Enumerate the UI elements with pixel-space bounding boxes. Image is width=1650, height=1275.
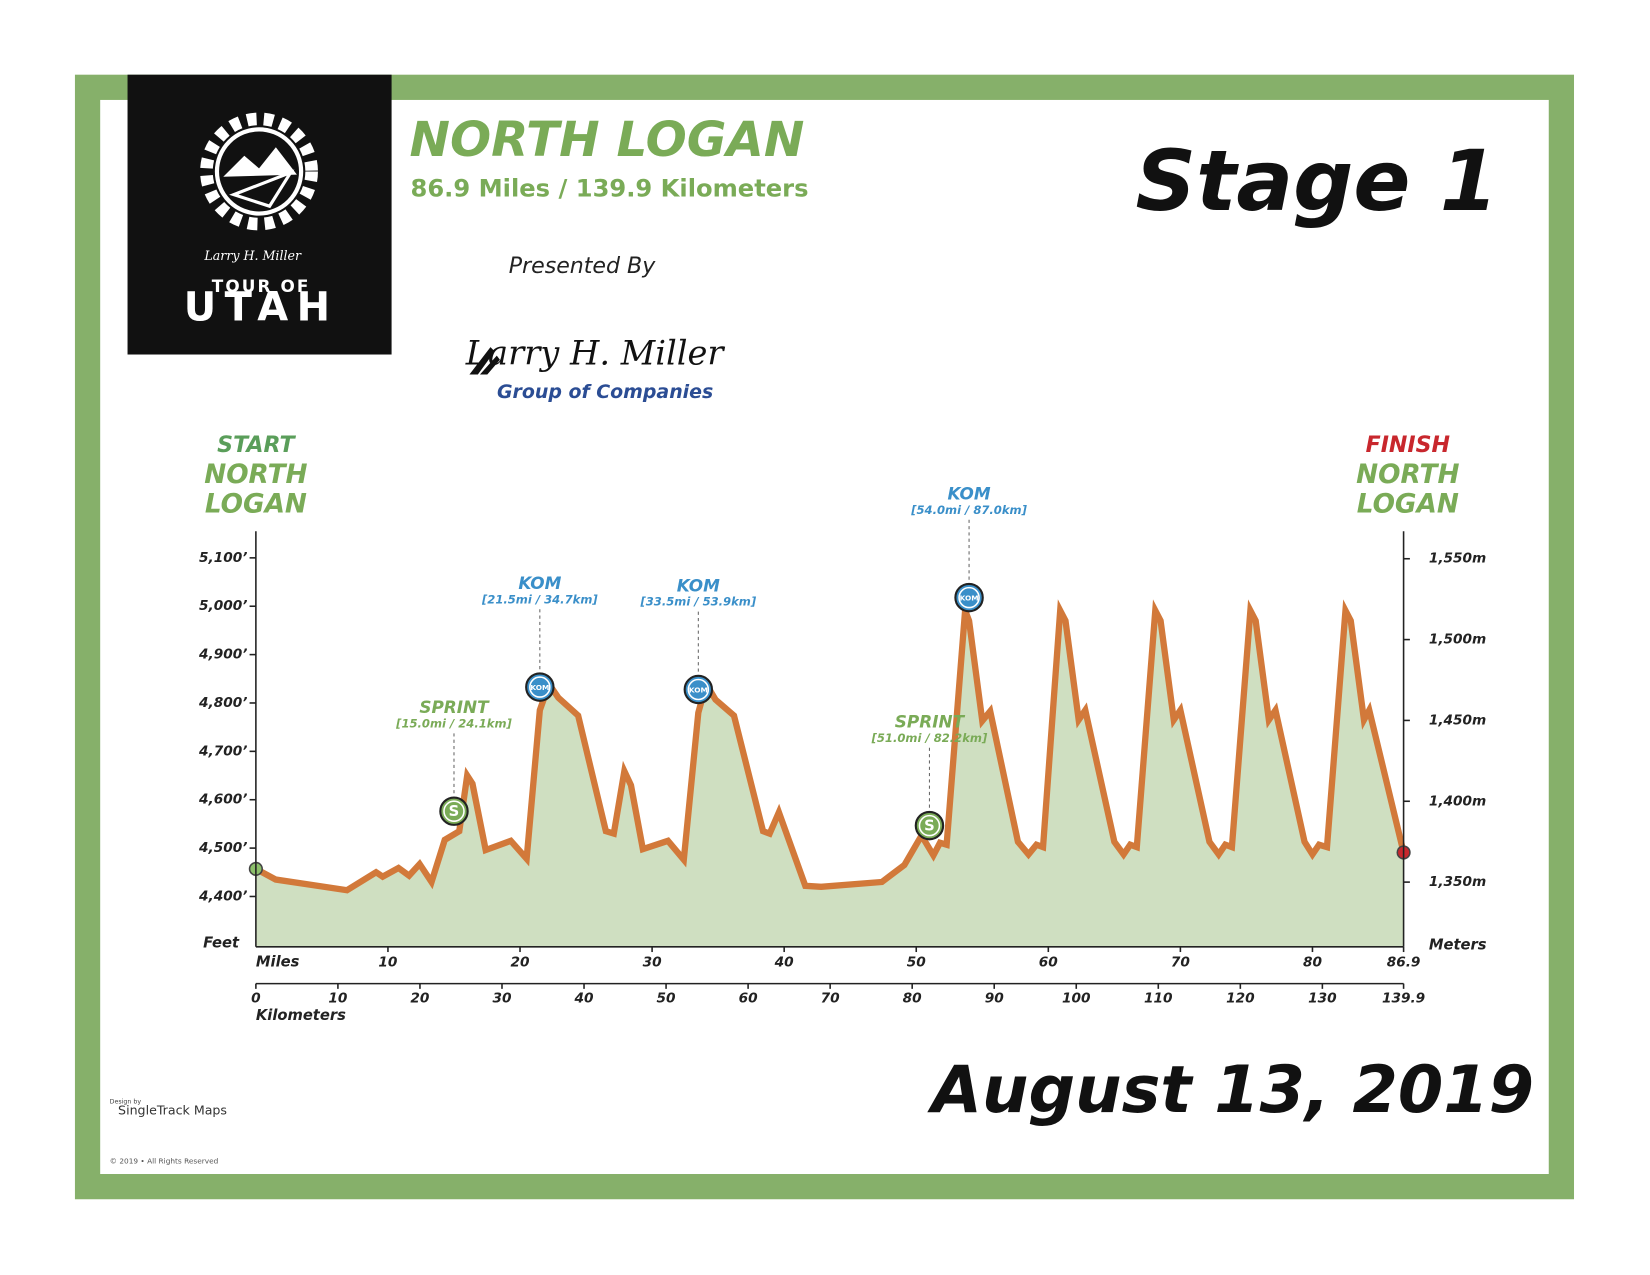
finish-town: LOGAN bbox=[1357, 489, 1459, 519]
elevation-line bbox=[254, 599, 1407, 894]
elevation-area bbox=[255, 610, 1404, 947]
title: NORTH LOGAN bbox=[409, 112, 804, 168]
x2-tick-label: 10 bbox=[328, 990, 348, 1006]
copyright: © 2019 • All Rights Reserved bbox=[110, 1156, 219, 1165]
start-town: NORTH bbox=[204, 460, 307, 490]
y-tick-label: 5,000’ bbox=[199, 598, 247, 614]
logo-gear bbox=[200, 112, 318, 231]
x2-tick-label: 100 bbox=[1062, 990, 1091, 1006]
logo-signature: Larry H. Miller bbox=[203, 248, 302, 263]
annotation-marker-ring bbox=[958, 586, 980, 609]
y-tick-label: 4,700’ bbox=[198, 743, 247, 759]
credit-small: Design by bbox=[110, 1098, 142, 1105]
x2-tick-label: 139.9 bbox=[1382, 990, 1425, 1006]
x2-axis-label: Kilometers bbox=[256, 1007, 346, 1024]
annotation-label: KOM bbox=[518, 573, 561, 593]
x2-tick-label: 80 bbox=[903, 990, 923, 1006]
annotation-icon: KOM bbox=[960, 594, 979, 603]
annotation-marker-ring bbox=[529, 676, 551, 698]
x2-tick-label: 20 bbox=[410, 990, 430, 1006]
x-tick-label: 86.9 bbox=[1387, 955, 1421, 971]
logo-line2: UTAH bbox=[184, 284, 339, 330]
y2-axis-label: Meters bbox=[1429, 937, 1487, 954]
subtitle: 86.9 Miles / 139.9 Kilometers bbox=[411, 174, 809, 202]
x2-tick-label: 130 bbox=[1308, 990, 1337, 1006]
annotation-icon: KOM bbox=[530, 683, 549, 692]
chart: 4,400’ 4,500’ 4,600’ 4,700’ 4,800’ 4,900’ 5,00… bbox=[198, 484, 1487, 1025]
x-tick-label: 80 bbox=[1303, 955, 1323, 971]
annotation-icon: S bbox=[449, 803, 460, 820]
x-tick-label: 30 bbox=[643, 955, 663, 971]
annotation-marker-ring bbox=[918, 814, 941, 837]
y-tick-label: 4,500’ bbox=[198, 840, 247, 856]
y2-tick-label: 1,450m bbox=[1429, 712, 1486, 728]
date: August 13, 2019 bbox=[927, 1052, 1534, 1128]
y2-tick-label: 1,400m bbox=[1429, 793, 1486, 809]
x2-tick-label: 120 bbox=[1226, 990, 1255, 1006]
x-tick-label: 70 bbox=[1171, 955, 1191, 971]
start-label: START bbox=[217, 432, 296, 458]
sponsor-mark bbox=[469, 347, 500, 375]
annotation-detail: [54.0mi / 87.0km] bbox=[910, 503, 1027, 517]
start-town: LOGAN bbox=[205, 489, 307, 519]
x-tick-label: 50 bbox=[907, 955, 927, 971]
sponsor-name: Group of Companies bbox=[497, 381, 713, 403]
x2-tick-label: 70 bbox=[821, 990, 841, 1006]
annotation-marker-ring bbox=[443, 800, 465, 822]
annotation-detail: [21.5mi / 34.7km] bbox=[481, 592, 598, 606]
y2-tick-label: 1,350m bbox=[1429, 874, 1486, 890]
annotation-icon: KOM bbox=[689, 686, 708, 695]
y2-tick-label: 1,500m bbox=[1429, 632, 1486, 648]
y-tick-label: 4,400’ bbox=[198, 888, 247, 904]
finish-label: FINISH bbox=[1366, 432, 1451, 458]
y-tick-label: 4,900’ bbox=[198, 647, 247, 663]
x2-tick-label: 90 bbox=[985, 990, 1005, 1006]
y-axis-label: Feet bbox=[203, 935, 240, 952]
logo-mountain bbox=[223, 147, 297, 177]
y-tick-label: 4,800’ bbox=[198, 695, 247, 711]
x2-tick-label: 60 bbox=[739, 990, 759, 1006]
sponsor-signature: Larry H. Miller bbox=[465, 334, 726, 373]
credit: SingleTrack Maps bbox=[118, 1102, 227, 1117]
x-tick-label: 60 bbox=[1039, 955, 1059, 971]
annotation-icon: S bbox=[924, 818, 935, 835]
x2-tick-label: 50 bbox=[657, 990, 677, 1006]
annotation-marker-ring bbox=[687, 678, 710, 701]
annotation-label: SPRINT bbox=[895, 712, 966, 732]
x2-tick-label: 110 bbox=[1144, 990, 1173, 1006]
y-tick-label: 4,600’ bbox=[198, 792, 247, 808]
x-tick-label: 10 bbox=[378, 955, 398, 971]
y-tick-label: 5,100’ bbox=[199, 550, 247, 566]
x2-tick-label: 40 bbox=[574, 990, 595, 1006]
y2-tick-label: 1,550m bbox=[1429, 551, 1486, 567]
annotation-detail: [15.0mi / 24.1km] bbox=[395, 716, 512, 730]
x2-tick-label: 0 bbox=[251, 990, 261, 1006]
stage: Stage 1 bbox=[1136, 132, 1499, 230]
x-tick-label: 40 bbox=[774, 955, 795, 971]
logo-arrow bbox=[229, 169, 295, 209]
annotation-detail: [33.5mi / 53.9km] bbox=[639, 595, 756, 609]
annotation-label: KOM bbox=[677, 575, 720, 595]
annotation-detail: [51.0mi / 82.2km] bbox=[871, 731, 988, 745]
x-axis-label: Miles bbox=[256, 954, 300, 971]
x-tick-label: 20 bbox=[511, 955, 531, 971]
annotation-label: SPRINT bbox=[419, 697, 490, 717]
logo-line1: TOUR OF bbox=[212, 276, 311, 296]
finish-town: NORTH bbox=[1356, 460, 1459, 490]
annotation-label: KOM bbox=[948, 484, 991, 504]
presented-by: Presented By bbox=[509, 253, 656, 279]
x2-tick-label: 30 bbox=[492, 990, 512, 1006]
